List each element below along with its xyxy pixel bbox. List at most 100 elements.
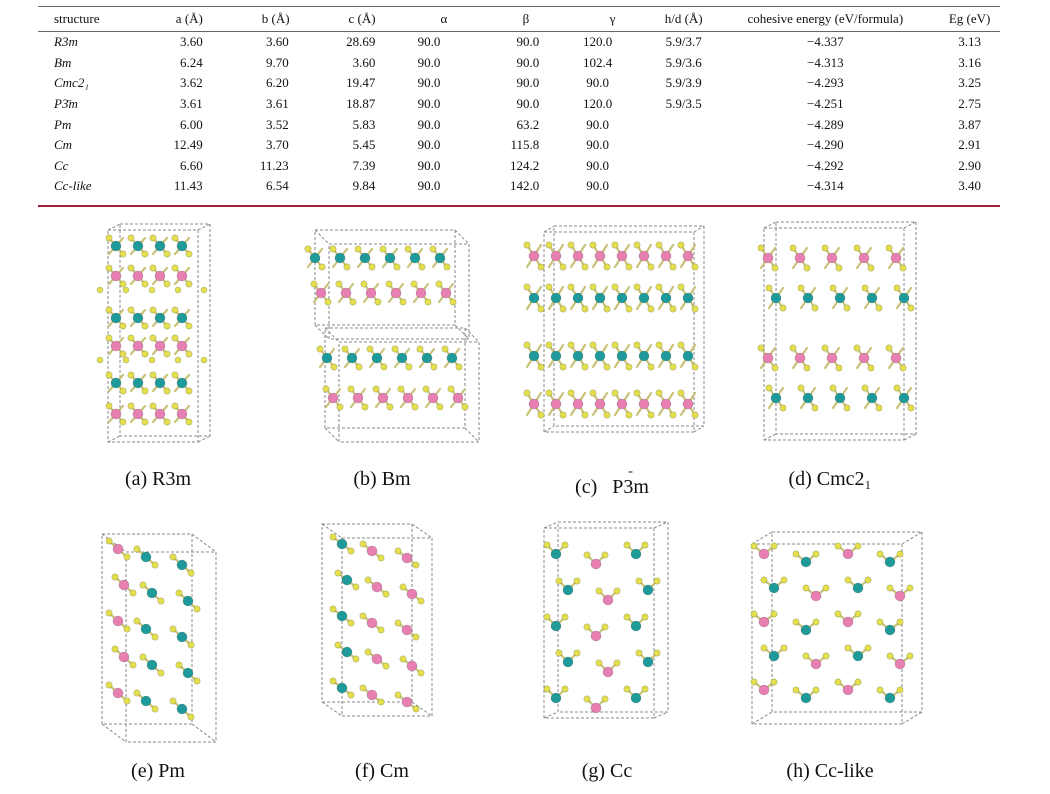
teal-atom xyxy=(770,392,782,404)
caption-f: (f) Cm xyxy=(355,760,409,782)
table-row: P3̄m 3.61 3.61 18.87 90.0 90.0 120.0 5.9/3.5 −4.… xyxy=(38,94,1000,115)
pink-atom xyxy=(890,252,902,264)
teal-atom xyxy=(802,392,814,404)
pink-atom xyxy=(528,398,540,410)
pink-atom xyxy=(894,590,906,602)
table-row: Cm 12.49 3.70 5.45 90.0 115.8 90.0 −4.290 2.91 xyxy=(38,135,1000,156)
sulfur-atom xyxy=(603,363,611,371)
structure-panel-h xyxy=(734,514,944,746)
sulfur-atom xyxy=(352,655,360,663)
sulfur-atom xyxy=(171,234,179,242)
table-cell: 3.61 xyxy=(179,96,203,112)
table-cell: 9.70 xyxy=(265,54,289,70)
sulfur-atom xyxy=(545,283,553,291)
pink-atom xyxy=(758,616,770,628)
caption-d: (d) Cmc2₁ xyxy=(788,468,872,490)
col-header: structure xyxy=(38,6,146,32)
sulfur-atom xyxy=(382,590,390,598)
crystal-structure-bm xyxy=(304,229,480,443)
unit-cell-edge xyxy=(464,327,480,343)
sulfur-atom xyxy=(896,550,904,558)
sulfur-atom xyxy=(175,589,183,597)
sulfur-atom xyxy=(601,623,609,631)
table-cell xyxy=(656,114,711,135)
table-cell: 90.0 xyxy=(586,116,609,132)
sulfur-atom xyxy=(105,371,113,379)
sulfur-atom xyxy=(447,385,455,393)
table-cell: 90.0 xyxy=(417,157,441,173)
sulfur-atom xyxy=(561,685,569,693)
teal-atom xyxy=(341,646,353,658)
pink-atom xyxy=(377,392,389,404)
structure-name-cell: Cc-like xyxy=(54,178,92,194)
teal-atom xyxy=(642,656,654,668)
sulfur-atom xyxy=(792,686,800,694)
teal-atom xyxy=(154,377,166,389)
sulfur-atom xyxy=(149,371,157,379)
sulfur-atom xyxy=(412,561,420,569)
sulfur-atom xyxy=(149,306,157,314)
structure-name-cell: Cmc2₁ xyxy=(54,75,89,91)
sulfur-atom xyxy=(613,587,621,595)
sulfur-atom xyxy=(96,356,104,364)
sulfur-atom xyxy=(853,244,861,252)
table-cell: 90.0 xyxy=(417,116,441,132)
sulfur-atom xyxy=(163,280,171,288)
sulfur-atom xyxy=(329,605,337,613)
table-cell: 3.87 xyxy=(958,116,981,132)
teal-atom xyxy=(800,692,812,704)
unit-cell-edge xyxy=(751,531,773,545)
sulfur-atom xyxy=(386,403,394,411)
structure-panel-d xyxy=(736,218,926,450)
pink-atom xyxy=(402,392,414,404)
caption-b: (b) Bm xyxy=(353,468,411,490)
sulfur-atom xyxy=(435,280,443,288)
sulfur-atom xyxy=(133,617,141,625)
pink-atom xyxy=(118,579,130,591)
sulfur-atom xyxy=(127,234,135,242)
table-header-row: structure a (Å) b (Å) c (Å) α β γ h/d (Å… xyxy=(38,6,1000,32)
sulfur-atom xyxy=(397,385,405,393)
sulfur-atom xyxy=(187,641,195,649)
sulfur-atom xyxy=(127,306,135,314)
sulfur-atom xyxy=(854,610,862,618)
sulfur-atom xyxy=(834,542,842,550)
sulfur-atom xyxy=(193,605,201,613)
sulfur-atom xyxy=(567,241,575,249)
sulfur-atom xyxy=(771,264,779,272)
sulfur-atom xyxy=(322,385,330,393)
sulfur-atom xyxy=(854,542,862,550)
sulfur-atom xyxy=(149,264,157,272)
unit-cell-edge xyxy=(197,435,211,443)
teal-atom xyxy=(682,350,694,362)
sulfur-atom xyxy=(613,659,621,667)
teal-atom xyxy=(550,548,562,560)
pink-atom xyxy=(758,684,770,696)
teal-atom xyxy=(140,551,152,563)
structure-panel-c xyxy=(514,218,714,450)
sulfur-atom xyxy=(157,669,165,677)
sulfur-atom xyxy=(123,553,131,561)
sulfur-atom xyxy=(148,286,156,294)
sulfur-atom xyxy=(581,263,589,271)
sulfur-atom xyxy=(119,350,127,358)
table-cell: 5.9/3.5 xyxy=(665,96,702,112)
teal-atom xyxy=(446,352,458,364)
sulfur-atom xyxy=(368,263,376,271)
sulfur-atom xyxy=(867,364,875,372)
sulfur-atom xyxy=(329,677,337,685)
sulfur-atom xyxy=(171,264,179,272)
teal-atom xyxy=(770,292,782,304)
pink-atom xyxy=(590,558,602,570)
sulfur-atom xyxy=(352,583,360,591)
sulfur-atom xyxy=(669,363,677,371)
sulfur-atom xyxy=(123,697,131,705)
sulfur-atom xyxy=(119,322,127,330)
sulfur-atom xyxy=(567,341,575,349)
sulfur-atom xyxy=(537,263,545,271)
sulfur-atom xyxy=(655,341,663,349)
col-header: h/d (Å) xyxy=(655,6,712,32)
table-cell xyxy=(656,156,711,177)
sulfur-atom xyxy=(623,541,631,549)
sulfur-atom xyxy=(876,550,884,558)
